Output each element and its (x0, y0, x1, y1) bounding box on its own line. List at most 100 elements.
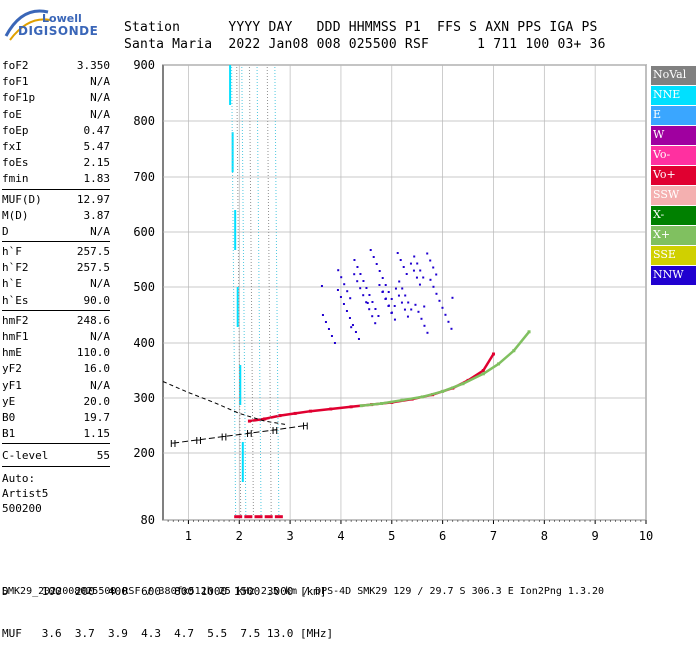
data-point (371, 301, 374, 303)
data-point (350, 326, 353, 329)
param-row: fmin 1.83 (2, 171, 110, 187)
param-name: h`F2 (2, 261, 29, 275)
legend-item: NoVal (651, 66, 696, 85)
profile-h-marker: H (221, 433, 227, 444)
param-name: h`F (2, 245, 22, 259)
param-value: 3.87 (83, 208, 111, 222)
x-tick-label: 7 (490, 529, 497, 543)
param-row: M(D) 3.87 (2, 208, 110, 224)
trace-segment (249, 417, 265, 423)
param-name: B1 (2, 427, 16, 441)
y-tick-label: 80 (141, 513, 155, 527)
data-point (375, 263, 378, 265)
data-point (359, 273, 362, 275)
data-point (393, 318, 396, 321)
data-point (345, 310, 348, 312)
header-labels: Station YYYY DAY DDD HHMMSS P1 FFS S AXN… (124, 20, 598, 35)
data-point (330, 335, 333, 337)
y-tick-label: 900 (133, 58, 155, 72)
data-point (339, 296, 342, 298)
data-point (426, 331, 429, 334)
param-name: h`Es (2, 293, 29, 307)
profile-h-marker: H (246, 429, 252, 440)
data-point (444, 313, 447, 316)
param-row: foF1 N/A (2, 74, 110, 90)
legend: NoVal NNE E W Vo- Vo+ SSW X- X+ SSE NNW (651, 66, 696, 286)
y-tick-label: 800 (133, 114, 155, 128)
y-tick-label: 500 (133, 280, 155, 294)
data-point (432, 266, 435, 269)
trace-segment (264, 414, 281, 421)
data-point (393, 305, 396, 307)
data-point (321, 314, 324, 316)
data-point (451, 296, 454, 299)
data-point (241, 442, 244, 482)
data-point (402, 266, 405, 268)
param-value: 0.47 (83, 123, 111, 137)
data-point (390, 298, 393, 300)
legend-item: SSW (651, 186, 696, 205)
param-row: h`F2 257.5 (2, 260, 110, 276)
data-point (390, 311, 393, 314)
data-point (381, 290, 384, 293)
data-point (378, 270, 381, 272)
data-point (441, 306, 444, 309)
data-point (356, 266, 359, 268)
data-point (327, 328, 330, 330)
footer: D 100 200 400 600 800 1000 1500 3000 [km… (2, 557, 333, 655)
data-point (406, 315, 409, 318)
data-point (234, 210, 237, 250)
params-group-2: MUF(D) 12.97 M(D) 3.87 D N/A (2, 192, 110, 241)
param-name: hmE (2, 346, 22, 360)
data-point (419, 269, 422, 272)
data-point (236, 287, 239, 327)
data-point (320, 285, 323, 287)
divider (2, 309, 110, 311)
data-point (438, 299, 441, 302)
data-point (244, 515, 253, 519)
legend-item: NNE (651, 86, 696, 105)
data-point (353, 273, 356, 276)
data-point (415, 276, 418, 279)
param-row: foF1p N/A (2, 90, 110, 106)
data-point (365, 287, 368, 289)
x-tick-label: 4 (337, 529, 344, 543)
param-name: D (2, 224, 9, 238)
data-point (239, 365, 242, 405)
x-tick-label: 9 (592, 529, 599, 543)
profile-h-line (173, 425, 306, 444)
data-point (333, 342, 336, 344)
legend-item: Vo- (651, 146, 696, 165)
divider (2, 188, 110, 190)
echo-streak (248, 66, 254, 517)
data-point (403, 308, 406, 311)
data-point (418, 283, 421, 286)
data-point (396, 252, 399, 254)
param-value: 257.5 (76, 261, 110, 275)
param-name: yE (2, 394, 16, 408)
data-point (324, 321, 327, 323)
data-point (377, 315, 380, 317)
data-point (374, 308, 377, 310)
digisonde-logo: Lowell DIGISONDE (2, 2, 122, 42)
data-point (414, 303, 417, 306)
legend-item: SSE (651, 246, 696, 265)
param-value: 55 (96, 449, 110, 463)
legend-item: W (651, 126, 696, 145)
data-point (387, 291, 390, 293)
param-value: 110.0 (76, 346, 110, 360)
params-group-1: foF2 3.350 foF1 N/A foF1p N/A foE N/A foEp 0.47 fx… (2, 58, 110, 188)
param-value: N/A (90, 75, 110, 89)
logo-line2: DIGISONDE (18, 24, 99, 38)
param-value: 16.0 (83, 362, 111, 376)
data-point (362, 280, 365, 282)
auto-line: Auto: (2, 471, 36, 485)
x-tick-label: 8 (541, 529, 548, 543)
param-name: C-level (2, 449, 49, 463)
data-point (394, 287, 397, 290)
param-name: foF1 (2, 75, 29, 89)
param-row: yF1 N/A (2, 378, 110, 394)
data-point (398, 280, 401, 283)
data-point (384, 297, 387, 300)
data-point (371, 315, 374, 318)
